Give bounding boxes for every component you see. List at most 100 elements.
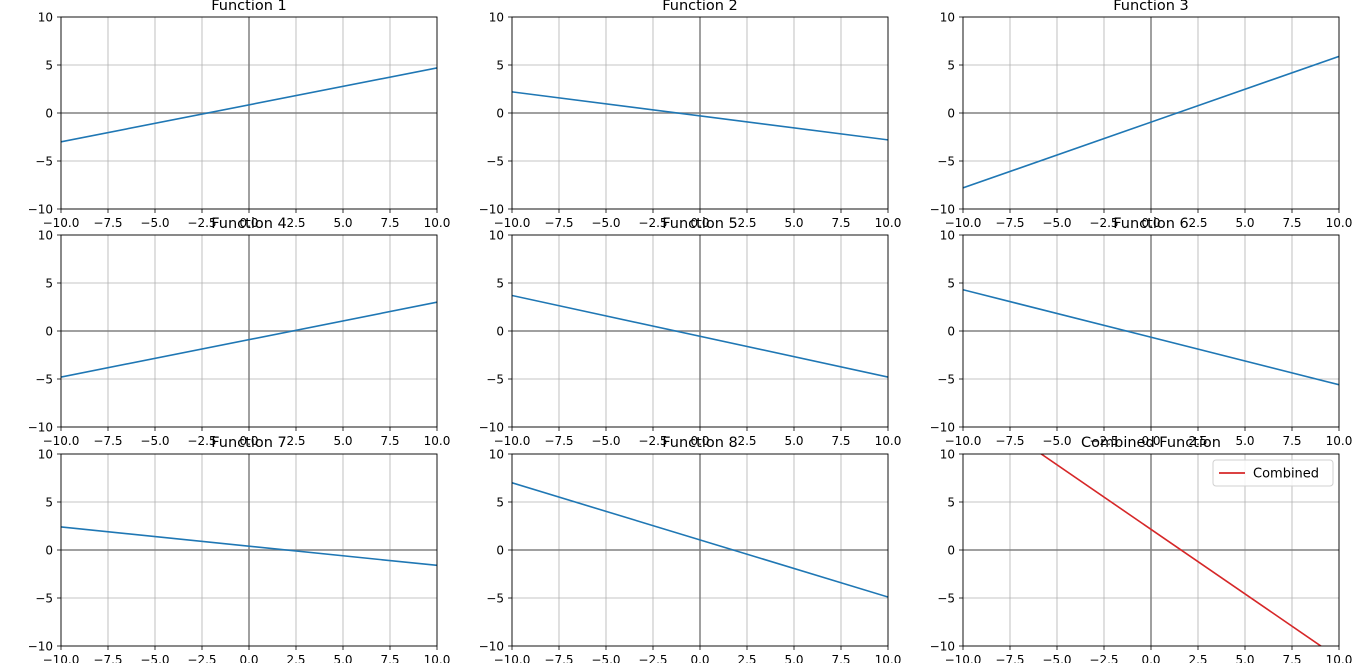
y-tick-label: −10 bbox=[930, 203, 955, 217]
subplot-title: Combined Function bbox=[1081, 435, 1221, 451]
x-tick-label: 7.5 bbox=[831, 216, 850, 230]
x-tick-label: 5.0 bbox=[784, 434, 803, 448]
x-tick-label: 2.5 bbox=[1188, 653, 1207, 663]
y-tick-label: −5 bbox=[937, 373, 955, 387]
x-tick-label: −10.0 bbox=[43, 216, 80, 230]
y-tick-label: −5 bbox=[937, 592, 955, 606]
y-tick-label: 0 bbox=[45, 325, 53, 339]
x-tick-label: −5.0 bbox=[1042, 434, 1071, 448]
y-tick-label: 5 bbox=[947, 277, 955, 291]
subplot-title: Function 4 bbox=[211, 216, 287, 232]
y-tick-label: 10 bbox=[38, 448, 53, 462]
y-tick-label: 0 bbox=[496, 107, 504, 121]
y-tick-label: 5 bbox=[45, 496, 53, 510]
series-line-9-combined bbox=[1039, 454, 1323, 646]
y-tick-label: 5 bbox=[45, 59, 53, 73]
series-line-6 bbox=[963, 288, 1339, 386]
x-tick-label: 2.5 bbox=[1188, 434, 1207, 448]
subplot-title: Function 8 bbox=[662, 435, 738, 451]
x-tick-label: −7.5 bbox=[93, 653, 122, 663]
x-tick-label: −2.5 bbox=[1089, 216, 1118, 230]
x-tick-label: −10.0 bbox=[945, 216, 982, 230]
y-tick-label: 0 bbox=[947, 544, 955, 558]
x-tick-label: −10.0 bbox=[43, 653, 80, 663]
y-tick-label: 10 bbox=[489, 11, 504, 25]
series-line-2 bbox=[512, 91, 888, 141]
legend: Combined bbox=[1212, 459, 1334, 487]
x-tick-label: 7.5 bbox=[380, 216, 399, 230]
x-tick-label: 7.5 bbox=[831, 434, 850, 448]
y-tick-label: −10 bbox=[930, 421, 955, 435]
y-tick-label: 0 bbox=[496, 325, 504, 339]
x-tick-label: 0.0 bbox=[1141, 434, 1160, 448]
y-tick-label: 5 bbox=[45, 277, 53, 291]
x-tick-label: 0.0 bbox=[1141, 216, 1160, 230]
x-tick-label: 5.0 bbox=[1235, 216, 1254, 230]
y-tick-label: −10 bbox=[28, 640, 53, 654]
x-tick-label: −5.0 bbox=[1042, 216, 1071, 230]
x-tick-label: 7.5 bbox=[1282, 216, 1301, 230]
y-tick-label: −10 bbox=[930, 640, 955, 654]
x-tick-label: 5.0 bbox=[1235, 653, 1254, 663]
y-tick-label: 10 bbox=[489, 448, 504, 462]
y-tick-label: −5 bbox=[486, 592, 504, 606]
y-tick-label: 0 bbox=[947, 325, 955, 339]
y-tick-label: −5 bbox=[35, 373, 53, 387]
y-tick-label: 5 bbox=[496, 496, 504, 510]
subplot-4: −10.0 −7.5 −5.0 −2.5 0.0 2.5 5.0 7.5 10.0 −10 −5 0 5… bbox=[28, 216, 451, 448]
x-tick-label: 0.0 bbox=[239, 216, 258, 230]
x-tick-label: −7.5 bbox=[995, 216, 1024, 230]
x-tick-label: −2.5 bbox=[1089, 434, 1118, 448]
subplot-title: Function 2 bbox=[662, 0, 738, 14]
x-tick-label: −2.5 bbox=[187, 653, 216, 663]
legend-label: Combined bbox=[1253, 467, 1319, 482]
y-tick-label: −5 bbox=[937, 155, 955, 169]
x-tick-label: 10.0 bbox=[424, 653, 451, 663]
x-tick-label: 2.5 bbox=[737, 653, 756, 663]
x-tick-label: −7.5 bbox=[995, 653, 1024, 663]
x-tick-label: −5.0 bbox=[1042, 653, 1071, 663]
x-tick-label: −2.5 bbox=[187, 434, 216, 448]
subplot-title: Function 1 bbox=[211, 0, 287, 14]
x-tick-label: 10.0 bbox=[1326, 216, 1353, 230]
x-tick-label: 5.0 bbox=[333, 653, 352, 663]
subplot-title: Function 6 bbox=[1113, 216, 1189, 232]
y-tick-label: 0 bbox=[947, 107, 955, 121]
subplot-9: −10.0 −7.5 −5.0 −2.5 0.0 2.5 5.0 7.5 10.0 −10 −5 0 5… bbox=[930, 435, 1353, 663]
x-tick-label: −2.5 bbox=[638, 216, 667, 230]
x-tick-label: 0.0 bbox=[690, 653, 709, 663]
y-tick-label: −5 bbox=[486, 155, 504, 169]
x-tick-label: 2.5 bbox=[286, 216, 305, 230]
subplot-title: Function 5 bbox=[662, 216, 738, 232]
y-tick-label: 5 bbox=[947, 59, 955, 73]
x-tick-label: 7.5 bbox=[1282, 434, 1301, 448]
subplot-6: −10.0 −7.5 −5.0 −2.5 0.0 2.5 5.0 7.5 10.0 −10 −5 0 5… bbox=[930, 216, 1353, 448]
subplot-5: −10.0 −7.5 −5.0 −2.5 0.0 2.5 5.0 7.5 10.0 −10 −5 0 5… bbox=[479, 216, 902, 448]
subplot-1: −10.0 −7.5 −5.0 −2.5 0.0 2.5 5.0 7.5 10.0 −10 −5 0 5… bbox=[28, 0, 451, 230]
y-tick-label: −10 bbox=[28, 203, 53, 217]
x-tick-label: −2.5 bbox=[1089, 653, 1118, 663]
x-tick-label: 10.0 bbox=[424, 434, 451, 448]
x-tick-label: 0.0 bbox=[690, 216, 709, 230]
series-line-3 bbox=[963, 55, 1339, 189]
y-tick-label: 5 bbox=[496, 59, 504, 73]
x-tick-label: −5.0 bbox=[591, 653, 620, 663]
x-tick-label: 7.5 bbox=[380, 434, 399, 448]
x-tick-label: 7.5 bbox=[831, 653, 850, 663]
subplot-8: −10.0 −7.5 −5.0 −2.5 0.0 2.5 5.0 7.5 10.0 −10 −5 0 5… bbox=[479, 435, 902, 663]
y-tick-label: 0 bbox=[45, 107, 53, 121]
x-tick-label: −7.5 bbox=[995, 434, 1024, 448]
x-tick-label: −10.0 bbox=[43, 434, 80, 448]
subplot-3: −10.0 −7.5 −5.0 −2.5 0.0 2.5 5.0 7.5 10.0 −10 −5 0 5… bbox=[930, 0, 1353, 230]
x-tick-label: 2.5 bbox=[1188, 216, 1207, 230]
x-tick-label: −7.5 bbox=[544, 216, 573, 230]
x-tick-label: 0.0 bbox=[239, 653, 258, 663]
subplot-title: Function 3 bbox=[1113, 0, 1189, 14]
y-tick-label: −5 bbox=[35, 592, 53, 606]
y-tick-label: 10 bbox=[940, 448, 955, 462]
y-tick-label: 5 bbox=[947, 496, 955, 510]
y-tick-label: 10 bbox=[940, 11, 955, 25]
x-tick-label: −10.0 bbox=[494, 653, 531, 663]
series-line-8 bbox=[512, 482, 888, 598]
